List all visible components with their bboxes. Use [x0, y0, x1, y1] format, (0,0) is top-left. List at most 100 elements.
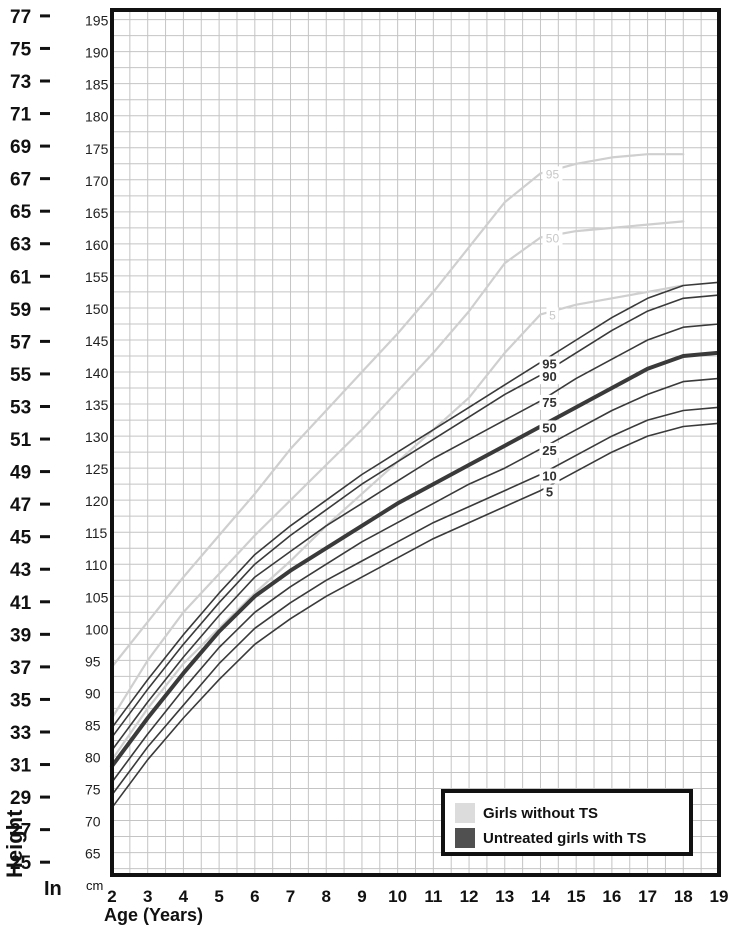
ts-curve-label-p10: 10 — [542, 469, 556, 484]
y-tick-label-in: 67 — [10, 170, 31, 191]
curve-label-background — [539, 369, 560, 385]
legend-item-girls-without-ts: Girls without TS — [455, 802, 598, 824]
y-tick-label-cm: 120 — [85, 493, 109, 509]
x-tick-label: 19 — [710, 887, 729, 906]
y-tick-label-in: 63 — [10, 235, 31, 256]
curve-label-background — [542, 230, 563, 246]
ts-curve-p75 — [111, 323, 720, 751]
y-tick-label-in: 57 — [10, 332, 31, 353]
ts-curve-p5 — [111, 422, 720, 809]
x-tick-label: 7 — [286, 887, 295, 906]
y-tick-label-cm: 65 — [85, 846, 101, 862]
legend-swatch-untreated-girls-with-ts — [455, 828, 475, 848]
y-tick-label-cm: 155 — [85, 269, 109, 285]
chart-series — [110, 153, 721, 809]
y-tick-label-cm: 140 — [85, 365, 109, 381]
x-tick-label: 2 — [107, 887, 116, 906]
y-tick-label-in: 27 — [10, 821, 31, 842]
x-tick-label: 10 — [388, 887, 407, 906]
y-tick-label-cm: 180 — [85, 109, 109, 125]
ts-curve-label-p5: 5 — [546, 485, 553, 500]
curve-label-background — [539, 394, 560, 410]
x-tick-label: 11 — [424, 887, 442, 906]
normal-curve-p95 — [110, 153, 685, 668]
chart-grid — [111, 10, 720, 875]
y-tick-label-in: 75 — [10, 39, 32, 60]
x-tick-label: 13 — [495, 887, 514, 906]
y-tick-label-in: 61 — [10, 267, 32, 288]
x-tick-label: 4 — [179, 887, 189, 906]
y-tick-label-in: 29 — [10, 788, 31, 809]
y-tick-label-in: 25 — [10, 853, 32, 874]
normal-curve-label-p50: 50 — [546, 231, 560, 245]
ts-curve-p90 — [111, 294, 720, 739]
x-tick-label: 9 — [357, 887, 366, 906]
y-tick-label-in: 49 — [10, 463, 31, 484]
ts-curve-p95 — [111, 281, 720, 729]
x-tick-label: 14 — [531, 887, 550, 906]
y-tick-label-cm: 190 — [85, 45, 109, 61]
x-tick-label: 18 — [674, 887, 693, 906]
cm-unit-label: cm — [86, 878, 104, 893]
normal-curve-label-p5: 5 — [549, 308, 556, 322]
y-tick-label-cm: 100 — [85, 621, 109, 637]
curve-label-background — [539, 442, 560, 458]
x-tick-label: 16 — [602, 887, 621, 906]
y-tick-label-cm: 95 — [85, 653, 101, 669]
x-tick-label: 17 — [638, 887, 657, 906]
ts-curve-p10 — [111, 406, 720, 796]
x-tick-label: 6 — [250, 887, 259, 906]
y-tick-label-cm: 115 — [85, 525, 108, 541]
x-axis-title: Age (Years) — [104, 905, 204, 925]
legend-label: Untreated girls with TS — [483, 829, 647, 847]
ts-curve-p50 — [110, 350, 721, 769]
ts-curve-p25 — [111, 377, 720, 783]
y-tick-label-in: 35 — [10, 690, 32, 711]
y-tick-label-cm: 130 — [85, 429, 109, 445]
curve-label-background — [539, 468, 560, 484]
y-tick-label-cm: 90 — [85, 685, 101, 701]
ts-curve-label-p50: 50 — [542, 420, 556, 435]
ts-curve-label-p95: 95 — [542, 356, 556, 371]
y-tick-label-cm: 85 — [85, 717, 101, 733]
y-tick-label-in: 47 — [10, 495, 31, 516]
ts-curve-label-p25: 25 — [542, 443, 556, 458]
normal-curve-p50 — [110, 220, 685, 720]
y-tick-label-cm: 195 — [85, 13, 109, 29]
y-tick-label-in: 51 — [10, 430, 32, 451]
curve-label-background — [539, 420, 560, 436]
y-tick-label-in: 69 — [10, 137, 31, 158]
y-tick-label-cm: 75 — [85, 782, 101, 798]
y-tick-label-in: 53 — [10, 397, 31, 418]
y-tick-label-cm: 170 — [85, 173, 109, 189]
y-tick-label-in: 71 — [10, 105, 32, 126]
y-axis-title: Height — [2, 809, 27, 878]
ts-curve-label-p75: 75 — [542, 395, 556, 410]
y-tick-label-cm: 145 — [85, 333, 109, 349]
x-tick-label: 15 — [567, 887, 586, 906]
normal-curve-label-p95: 95 — [546, 167, 560, 181]
ts-curve-label-p90: 90 — [542, 369, 556, 384]
y-tick-label-in: 55 — [10, 365, 32, 386]
y-tick-label-cm: 135 — [85, 397, 109, 413]
curve-label-background — [542, 166, 563, 182]
y-tick-label-in: 33 — [10, 723, 31, 744]
y-axis-ticks: 65 70 75 80 85 90 95 100 105 110 115 120 125 130 135 14… — [10, 7, 109, 874]
y-tick-label-in: 77 — [10, 7, 31, 28]
y-tick-label-cm: 185 — [85, 77, 109, 93]
y-tick-label-cm: 105 — [85, 589, 109, 605]
legend-swatch-girls-without-ts — [455, 803, 475, 823]
y-tick-label-in: 37 — [10, 658, 31, 679]
y-tick-label-cm: 125 — [85, 461, 109, 477]
y-tick-label-cm: 150 — [85, 301, 109, 317]
y-tick-label-in: 31 — [10, 756, 32, 777]
x-tick-label: 8 — [322, 887, 331, 906]
x-axis-ticks: 2 3 4 5 6 7 8 9 10 11 12 13 14 15 16 17 18 19 — [107, 887, 728, 906]
x-tick-label: 3 — [143, 887, 152, 906]
x-tick-label: 5 — [214, 887, 223, 906]
y-tick-label-in: 65 — [10, 202, 32, 223]
legend: Girls without TS Untreated girls with TS — [441, 789, 693, 856]
y-tick-label-cm: 165 — [85, 205, 109, 221]
plot-frame — [110, 8, 721, 877]
